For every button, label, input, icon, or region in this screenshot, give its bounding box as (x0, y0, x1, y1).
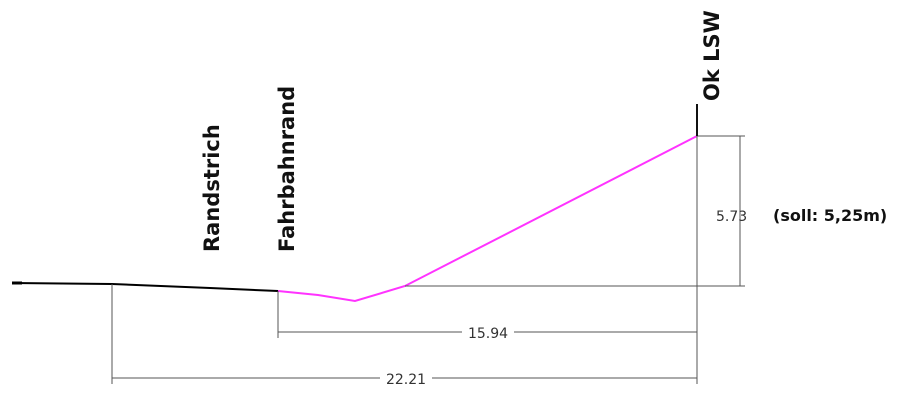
dimension-height-value: 5.73 (716, 209, 747, 225)
label-ok-lsw: Ok LSW (700, 10, 724, 101)
embankment-profile-line (277, 135, 698, 303)
dimension-width-short-value: 15.94 (468, 326, 508, 342)
dimension-long-mask (380, 370, 432, 386)
label-randstrich: Randstrich (200, 124, 224, 252)
label-fahrbahnrand: Fahrbahnrand (275, 86, 299, 252)
road-surface-line (11, 282, 279, 292)
height-target-note: (soll: 5,25m) (773, 206, 887, 225)
dimension-short-mask (462, 324, 514, 340)
dimension-width-long-value: 22.21 (386, 372, 426, 388)
